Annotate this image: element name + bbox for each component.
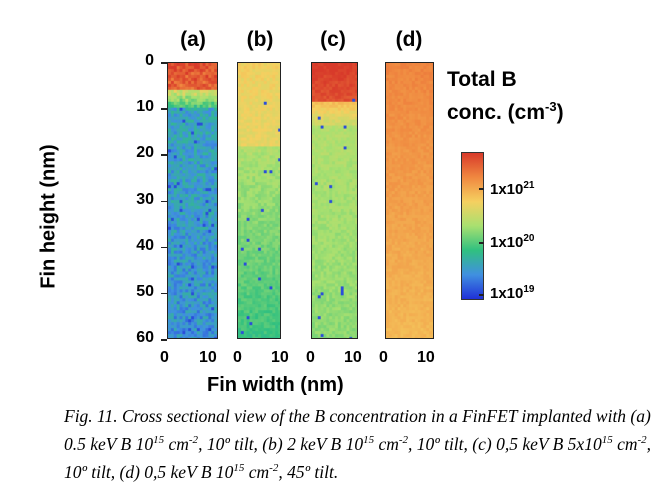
colorbar-tick-19 bbox=[479, 294, 484, 296]
colorbar bbox=[461, 152, 484, 300]
panel-a-title: (a) bbox=[180, 28, 206, 51]
x-tick-c-0: 0 bbox=[306, 349, 315, 366]
y-tick-mark bbox=[161, 108, 167, 110]
x-axis-title: Fin width (nm) bbox=[207, 374, 344, 396]
panel-d-title: (d) bbox=[395, 28, 423, 51]
y-tick-label: 50 bbox=[136, 282, 154, 300]
y-tick-label: 30 bbox=[136, 190, 154, 208]
heatmap-panel-c bbox=[311, 62, 358, 339]
x-tick-d-10: 10 bbox=[417, 349, 435, 366]
y-tick-mark bbox=[161, 292, 167, 295]
x-tick-b-10: 10 bbox=[271, 349, 289, 366]
x-tick-a-0: 0 bbox=[160, 349, 169, 366]
panel-b-title: (b) bbox=[246, 28, 274, 51]
colorbar-title: Total B conc. (cm-3) bbox=[447, 68, 564, 124]
y-axis-title: Fin height (nm) bbox=[37, 144, 60, 289]
x-tick-b-0: 0 bbox=[233, 349, 242, 366]
heatmap-panel-a bbox=[167, 62, 218, 339]
panel-c-title: (c) bbox=[320, 28, 346, 51]
y-tick-label: 20 bbox=[136, 144, 154, 162]
figure-caption: Fig. 11. Cross sectional view of the B c… bbox=[64, 406, 652, 482]
y-tick-mark bbox=[161, 154, 167, 156]
y-tick-mark bbox=[161, 200, 167, 202]
y-tick-mark bbox=[161, 62, 167, 64]
y-tick-label: 0 bbox=[145, 52, 154, 69]
x-tick-d-0: 0 bbox=[379, 349, 388, 366]
y-tick-mark bbox=[161, 339, 167, 341]
colorbar-label-19: 1x1019 bbox=[490, 284, 535, 302]
colorbar-label-20: 1x1020 bbox=[490, 233, 535, 251]
colorbar-tick-21 bbox=[479, 188, 484, 190]
y-tick-label: 40 bbox=[136, 236, 154, 254]
y-tick-label: 60 bbox=[136, 329, 154, 346]
heatmap-panel-d bbox=[385, 62, 434, 339]
y-tick-mark bbox=[161, 246, 167, 249]
x-tick-c-10: 10 bbox=[344, 349, 362, 366]
heatmap-panel-b bbox=[237, 62, 281, 339]
x-tick-a-10: 10 bbox=[199, 349, 217, 366]
colorbar-label-21: 1x1021 bbox=[490, 180, 535, 198]
y-tick-label: 10 bbox=[136, 98, 154, 116]
colorbar-tick-20 bbox=[479, 242, 484, 244]
